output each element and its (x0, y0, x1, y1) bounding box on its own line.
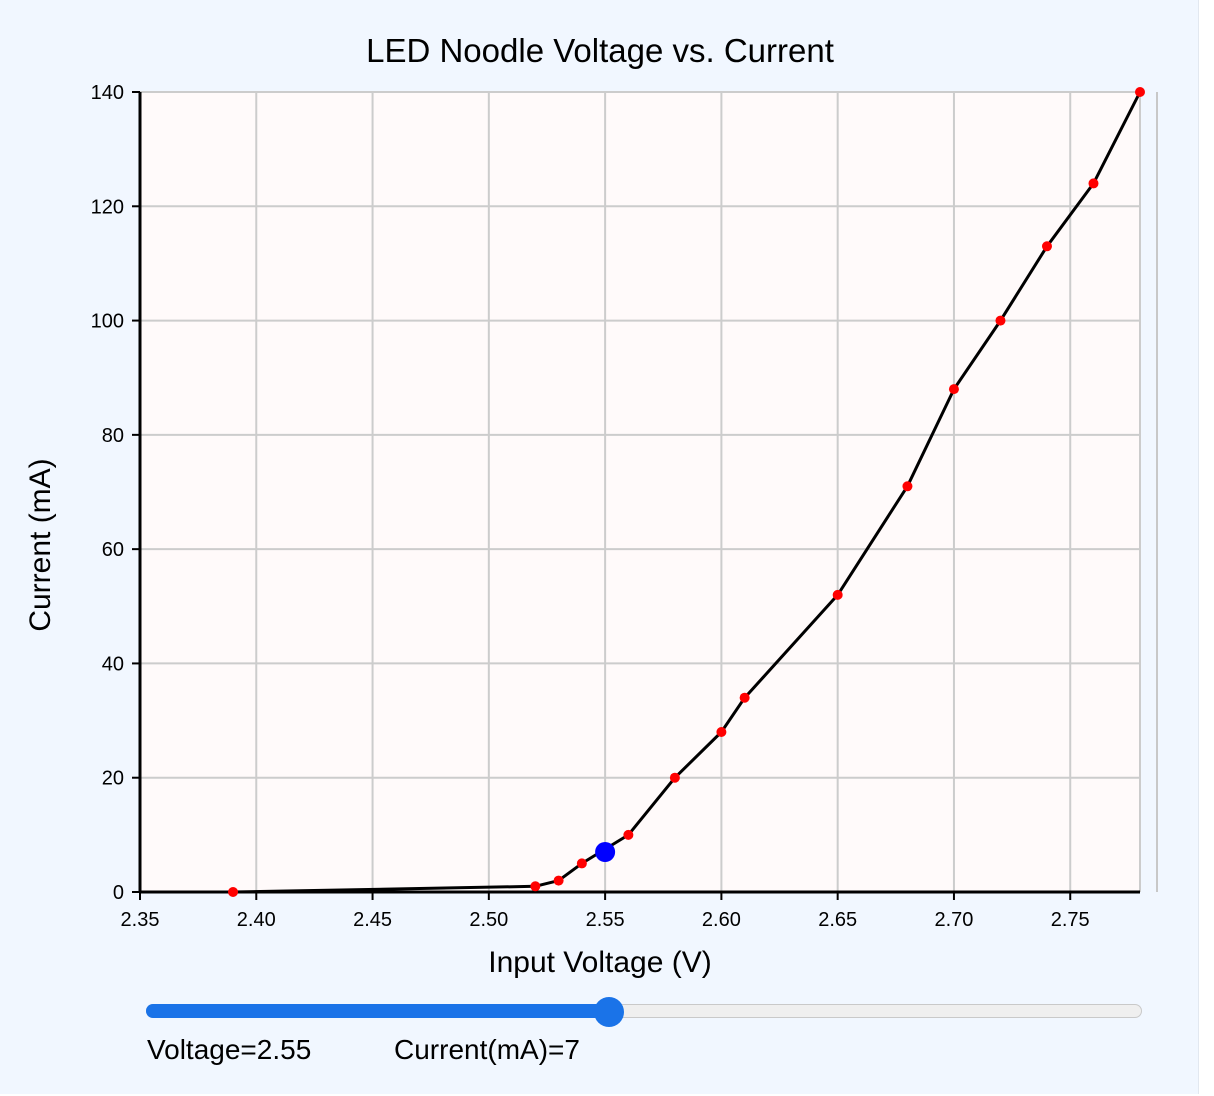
y-tick-label: 80 (102, 425, 124, 447)
x-tick-label: 2.50 (469, 909, 508, 931)
data-point (623, 829, 634, 840)
data-point (553, 875, 564, 886)
voltage-readout: Voltage=2.55 (147, 1034, 312, 1065)
x-tick-label: 2.65 (818, 909, 857, 931)
y-axis-label: Current (mA) (24, 458, 57, 631)
y-tick-label: 40 (102, 653, 124, 675)
data-point (1041, 241, 1052, 252)
data-point (739, 692, 750, 703)
data-points (228, 87, 1145, 897)
data-point (228, 887, 239, 897)
x-axis-label: Input Voltage (V) (488, 946, 711, 979)
data-point (948, 384, 959, 395)
x-tick-label: 2.55 (586, 909, 625, 931)
grid-lines (140, 91, 1141, 892)
data-point (669, 772, 680, 783)
x-tick-label: 2.45 (353, 909, 392, 931)
x-tick-label: 2.40 (237, 909, 276, 931)
x-tick-label: 2.35 (121, 909, 160, 931)
data-point (530, 881, 541, 892)
voltage-current-chart: LED Noodle Voltage vs. Current 0 20 40 60 80… (24, 32, 1158, 979)
current-readout: Current(mA)=7 (394, 1034, 580, 1065)
x-tick-label: 2.70 (934, 909, 973, 931)
x-tick-label: 2.75 (1051, 909, 1090, 931)
slider-fill (146, 1004, 610, 1018)
data-point (1088, 178, 1099, 189)
data-point (716, 727, 727, 737)
y-tick-label: 0 (113, 882, 124, 904)
data-point (995, 315, 1006, 326)
slider-thumb[interactable] (594, 997, 625, 1027)
chart-title: LED Noodle Voltage vs. Current (366, 32, 834, 69)
data-point (832, 589, 843, 600)
y-axis-ticks: 0 20 40 60 80 100 120 140 (91, 82, 140, 904)
data-point (902, 481, 913, 492)
y-tick-label: 120 (91, 196, 124, 218)
plot-area (140, 92, 1140, 892)
y-tick-label: 60 (102, 539, 124, 561)
y-tick-label: 100 (91, 311, 124, 333)
x-tick-label: 2.60 (702, 909, 741, 931)
y-tick-label: 20 (102, 768, 124, 790)
y-tick-label: 140 (91, 82, 124, 104)
x-axis-ticks: 2.35 2.40 2.45 2.50 2.55 2.60 2.65 2.70 2.75 (121, 892, 1090, 931)
voltage-slider[interactable] (146, 995, 1142, 1029)
data-point (576, 858, 587, 869)
highlight-point (595, 842, 616, 862)
data-point (1135, 87, 1145, 97)
